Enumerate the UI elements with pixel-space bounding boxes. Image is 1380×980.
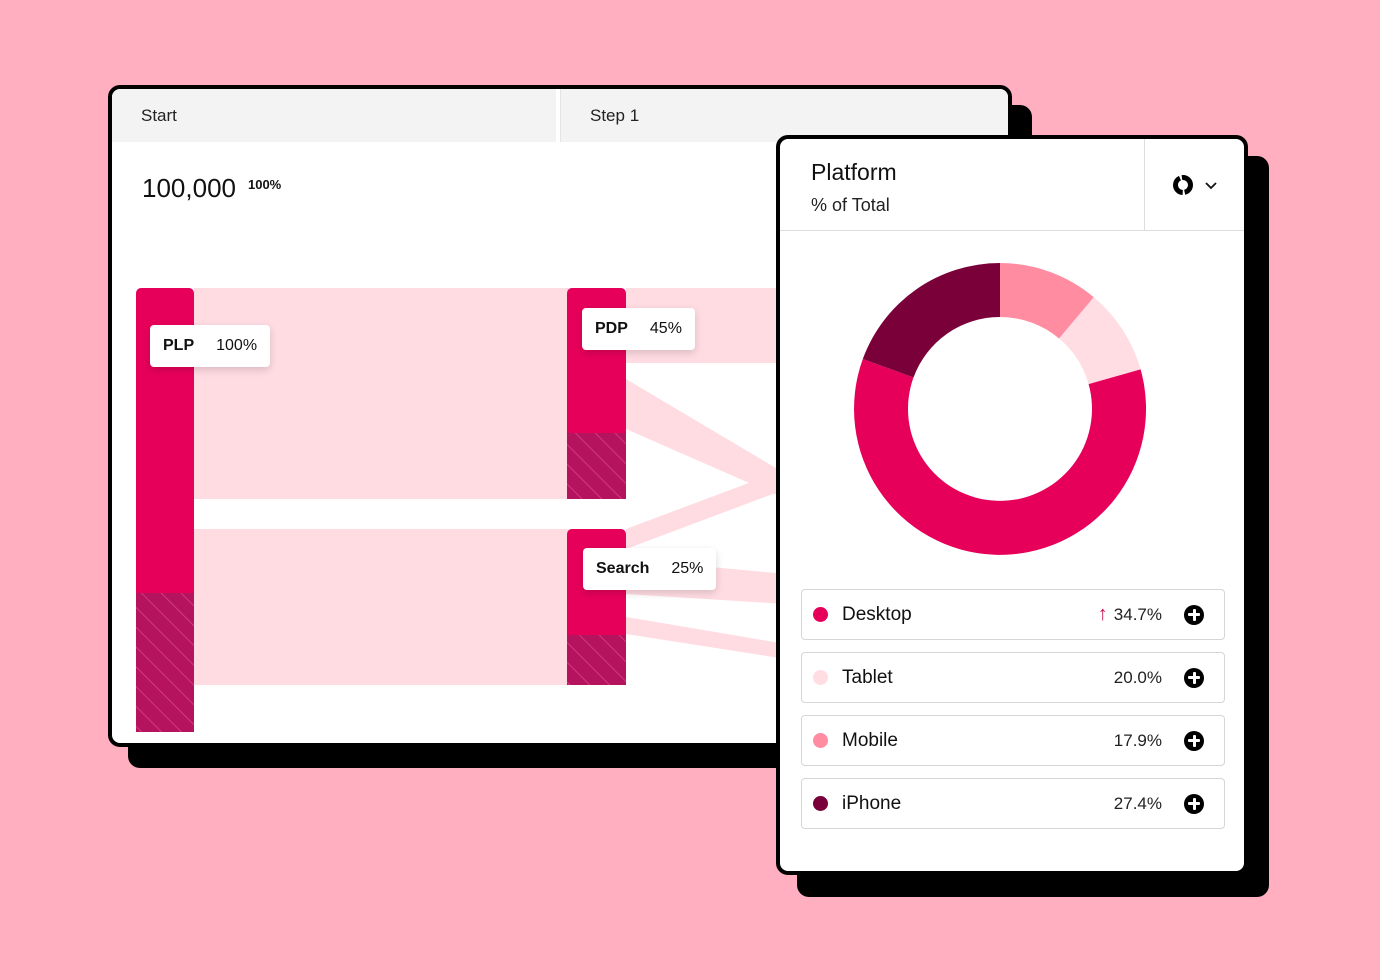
node-name: PDP — [595, 320, 628, 337]
platform-donut-chart — [854, 263, 1147, 555]
add-filter-icon[interactable] — [1184, 793, 1204, 814]
node-plp — [136, 288, 194, 732]
legend-value: 27.4% — [1113, 793, 1162, 813]
platform-title: Platform — [811, 159, 897, 185]
segment-iphone — [862, 263, 1000, 378]
flow-search-lower — [626, 617, 786, 659]
total-percent: 100% — [247, 177, 282, 192]
add-filter-icon[interactable] — [1184, 604, 1204, 625]
column-header-start: Start — [112, 89, 556, 142]
chevron-down-icon — [1204, 182, 1217, 190]
legend-label: Tablet — [842, 666, 893, 688]
add-filter-icon[interactable] — [1184, 730, 1204, 751]
node-percent: 25% — [671, 560, 704, 577]
platform-header: Platform % of Total — [780, 139, 1244, 231]
legend-dot — [813, 796, 828, 811]
platform-panel: Platform % of Total Desktop ↑ 34.7% Tabl… — [776, 135, 1248, 875]
node-name: Search — [596, 560, 650, 577]
legend-label: Desktop — [842, 603, 912, 625]
node-name: PLP — [163, 337, 195, 354]
node-percent: 100% — [216, 337, 258, 354]
legend-item-mobile[interactable]: Mobile 17.9% — [801, 715, 1225, 766]
column-label: Start — [141, 105, 177, 125]
legend-value: 20.0% — [1113, 667, 1162, 687]
add-filter-icon[interactable] — [1184, 667, 1204, 688]
flow-search-cross — [626, 469, 786, 549]
legend-dot — [813, 670, 828, 685]
segment-mobile — [1000, 263, 1094, 339]
node-tag-search[interactable]: Search 25% — [583, 548, 717, 590]
flow-bands — [194, 288, 786, 685]
legend-value: 34.7% — [1113, 604, 1162, 624]
node-tag-plp[interactable]: PLP 100% — [150, 325, 271, 367]
segment-desktop — [854, 359, 1147, 555]
total-value: 100,000 — [142, 173, 236, 203]
donut-chart-icon — [1172, 175, 1193, 195]
legend-dot — [813, 607, 828, 622]
flow-plp-to-search — [194, 529, 571, 685]
chart-type-dropdown[interactable] — [1144, 139, 1244, 231]
flow-plp-to-pdp — [194, 288, 571, 499]
legend-label: Mobile — [842, 729, 898, 751]
flow-pdp-cross — [626, 379, 786, 499]
node-tag-pdp[interactable]: PDP 45% — [582, 308, 695, 350]
column-label: Step 1 — [590, 105, 640, 125]
legend-label: iPhone — [842, 792, 902, 814]
legend-dot — [813, 733, 828, 748]
legend-value: 17.9% — [1113, 730, 1162, 750]
legend-item-tablet[interactable]: Tablet 20.0% — [801, 652, 1225, 703]
segment-tablet — [1059, 297, 1141, 385]
legend-item-iphone[interactable]: iPhone 27.4% — [801, 778, 1225, 829]
legend-item-desktop[interactable]: Desktop ↑ 34.7% — [801, 589, 1225, 640]
column-header-step-1: Step 1 — [560, 89, 1008, 142]
node-percent: 45% — [649, 320, 682, 337]
trend-up-icon: ↑ — [1097, 603, 1108, 625]
platform-subtitle: % of Total — [811, 195, 890, 215]
funnel-total: 100,000 100% — [142, 173, 281, 204]
